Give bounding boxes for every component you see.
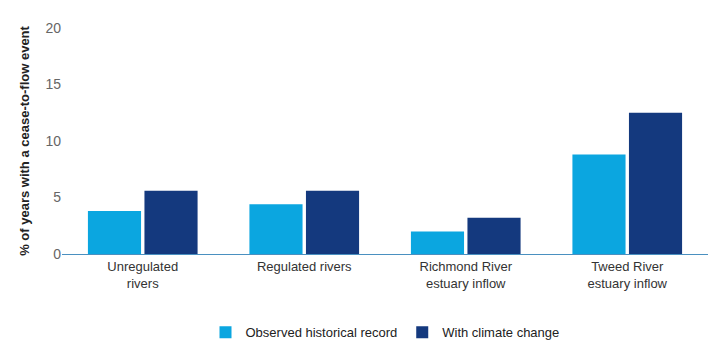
svg-text:Tweed Riverestuary inflow: Tweed Riverestuary inflow <box>588 259 668 291</box>
svg-text:Unregulatedrivers: Unregulatedrivers <box>107 259 178 291</box>
svg-text:20: 20 <box>45 20 61 36</box>
svg-text:Richmond Riverestuary inflow: Richmond Riverestuary inflow <box>420 259 513 291</box>
svg-text:0: 0 <box>53 246 61 262</box>
svg-text:10: 10 <box>45 133 61 149</box>
svg-text:15: 15 <box>45 76 61 92</box>
svg-text:Regulated rivers: Regulated rivers <box>257 259 352 274</box>
svg-text:With climate change: With climate change <box>442 325 559 340</box>
svg-text:Observed historical record: Observed historical record <box>246 325 398 340</box>
svg-text:5: 5 <box>53 189 61 205</box>
svg-text:% of years with a cease-to-flo: % of years with a cease-to-flow event <box>17 25 32 255</box>
